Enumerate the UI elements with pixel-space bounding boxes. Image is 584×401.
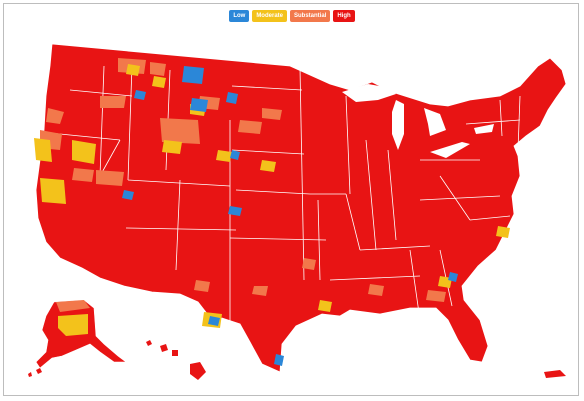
hawaii[interactable] — [146, 340, 206, 380]
lake-erie — [430, 142, 470, 158]
legend-high[interactable]: High — [333, 10, 355, 22]
legend-moderate[interactable]: Moderate — [252, 10, 287, 22]
contiguous-us[interactable] — [35, 43, 567, 373]
aleutian-islands — [28, 368, 42, 377]
puerto-rico[interactable] — [544, 370, 566, 378]
low-areas — [122, 66, 458, 366]
lake-ontario — [474, 124, 494, 134]
alaska-moderate — [58, 314, 88, 336]
alaska-substantial — [56, 300, 90, 312]
legend-low[interactable]: Low — [229, 10, 250, 22]
lake-michigan — [392, 100, 404, 150]
substantial-areas — [40, 58, 446, 302]
lake-huron — [424, 108, 446, 136]
legend-substantial[interactable]: Substantial — [289, 10, 331, 22]
legend: Low Moderate Substantial High — [0, 10, 584, 22]
lake-superior — [342, 84, 396, 102]
